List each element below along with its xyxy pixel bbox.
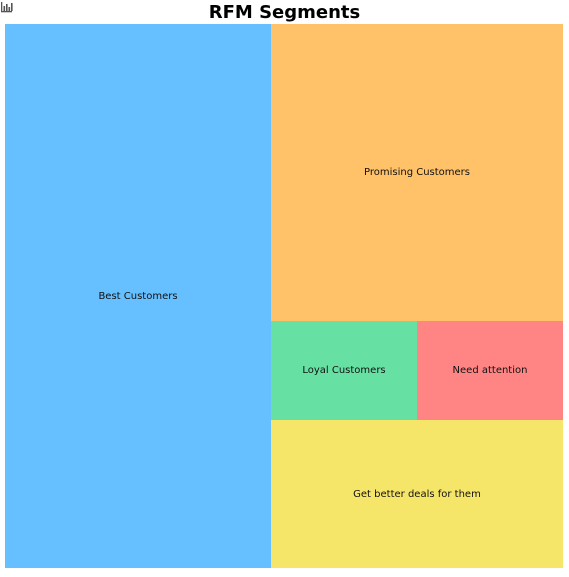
tile-label: Loyal Customers [302,365,386,376]
tile-label: Promising Customers [363,167,471,178]
tile-best-customers[interactable]: Best Customers [5,24,271,568]
tile-label: Need attention [452,365,528,376]
bar-chart-icon[interactable] [1,1,13,13]
tile-promising-customers[interactable]: Promising Customers [271,24,563,321]
tile-loyal-customers[interactable]: Loyal Customers [271,321,417,420]
tile-need-attention[interactable]: Need attention [417,321,563,420]
chart-title: RFM Segments [208,2,361,23]
tile-label: Best Customers [98,290,178,302]
treemap-plot: Best Customers Promising Customers Loyal… [5,24,563,568]
tile-label: Get better deals for them [353,488,481,500]
tile-get-better-deals[interactable]: Get better deals for them [271,420,563,568]
